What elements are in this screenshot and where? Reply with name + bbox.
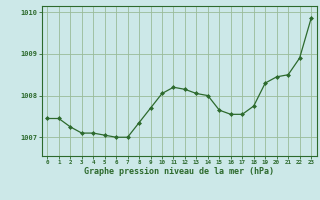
X-axis label: Graphe pression niveau de la mer (hPa): Graphe pression niveau de la mer (hPa) [84,167,274,176]
